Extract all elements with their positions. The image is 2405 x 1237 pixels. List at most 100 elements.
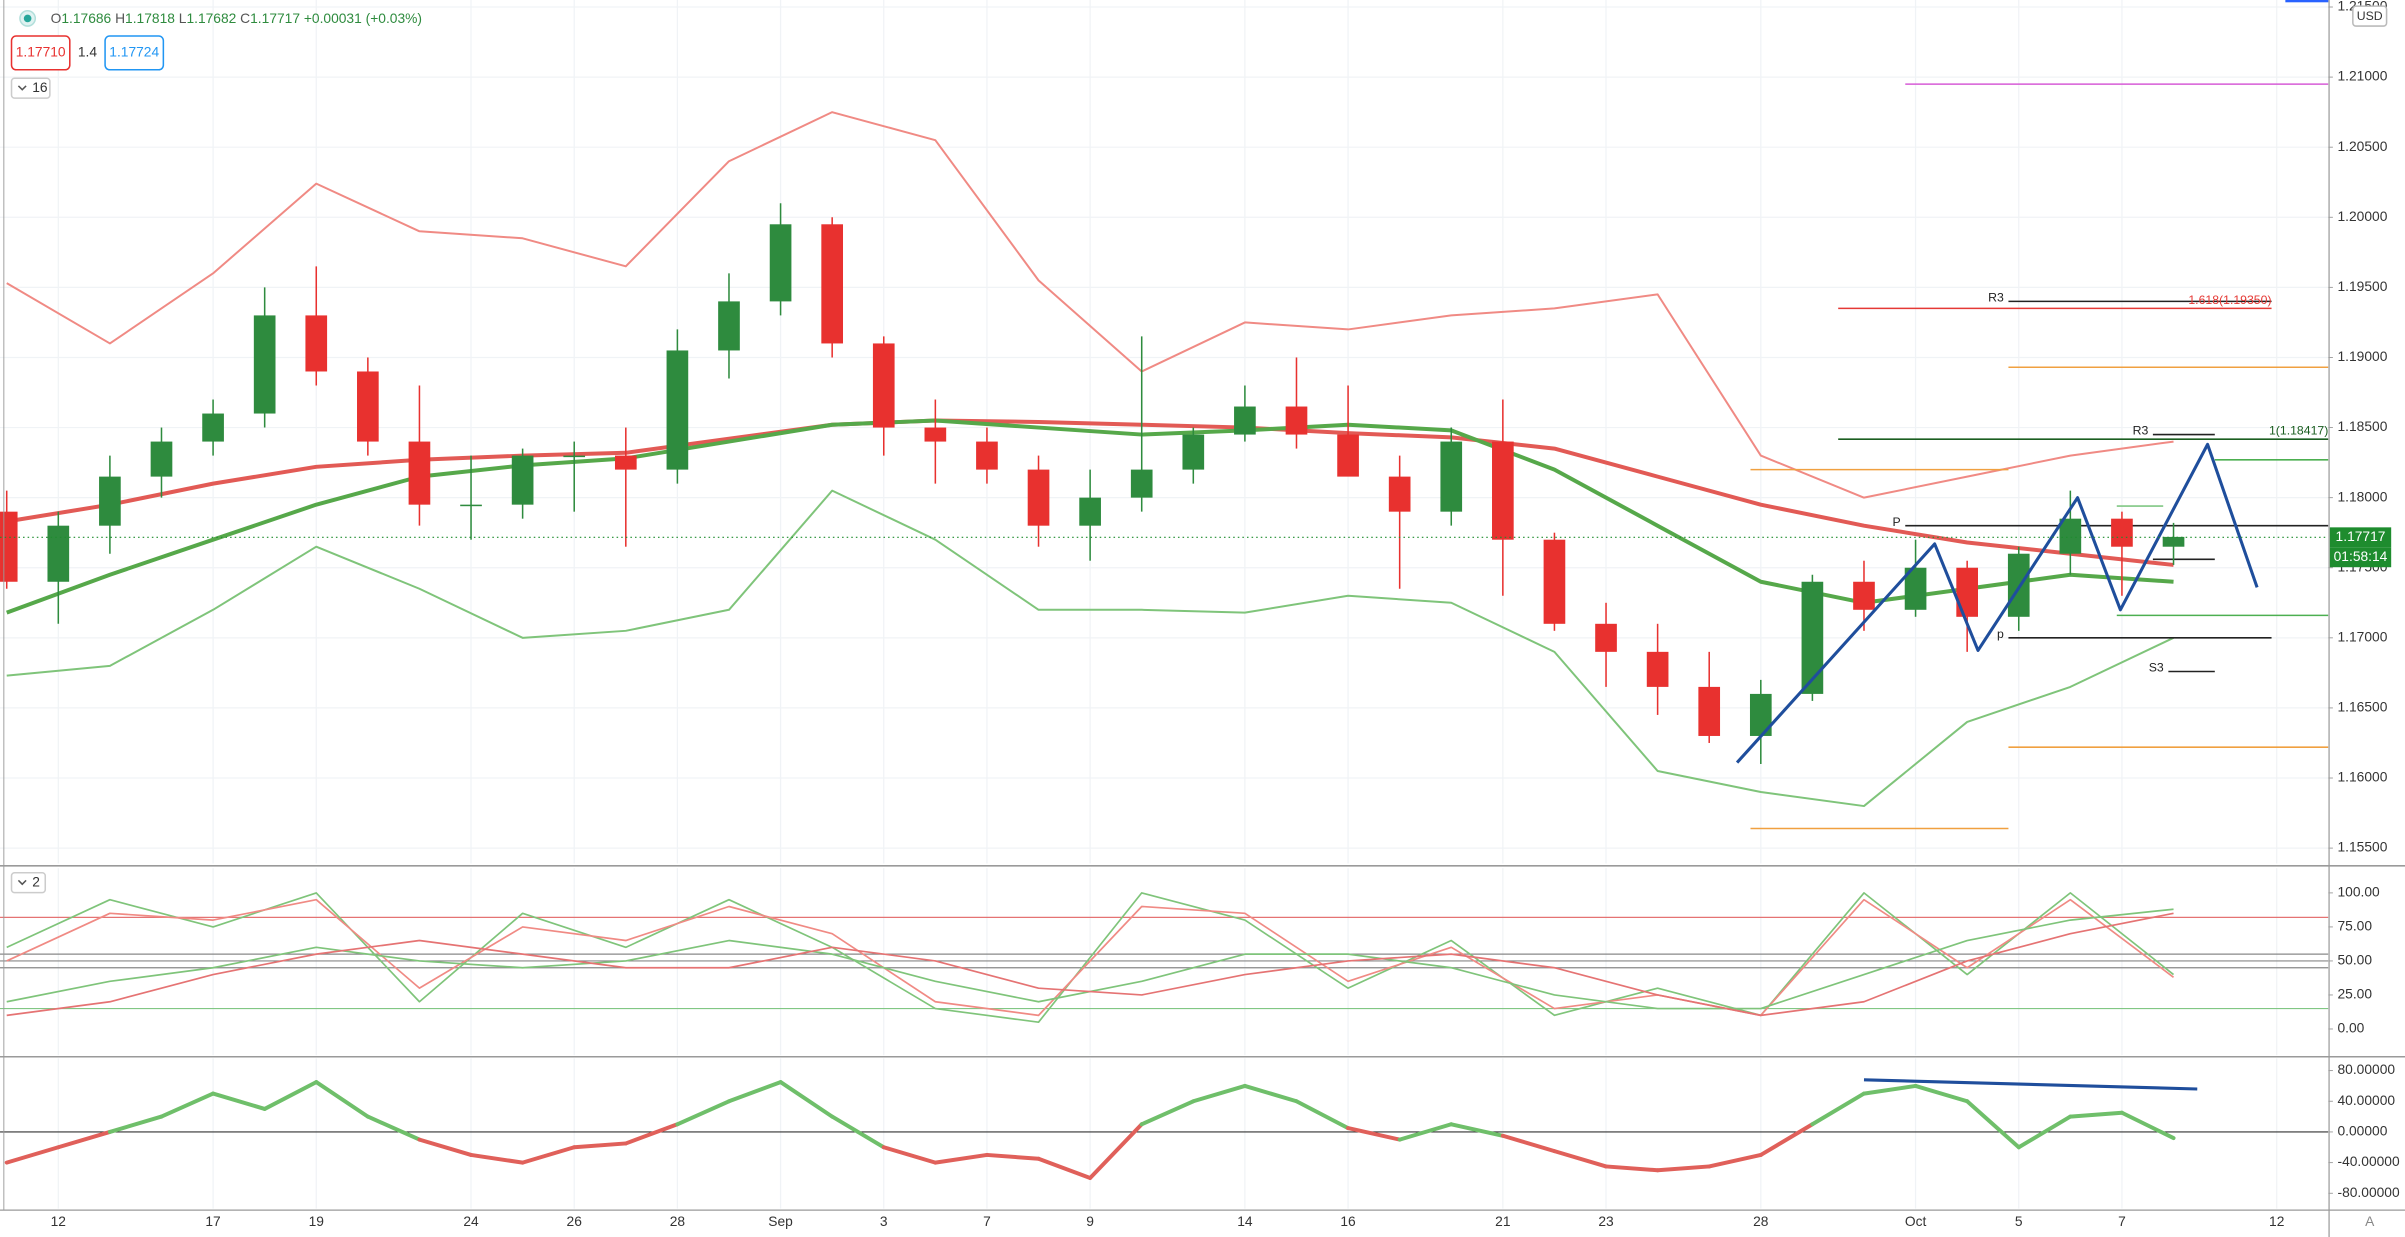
oscillator-segment: [1604, 1164, 1660, 1173]
x-tick-label: 5: [2015, 1214, 2023, 1229]
y-tick-label: 75.00: [2338, 919, 2373, 934]
ohlc-value: 1.17686: [61, 11, 111, 26]
x-tick-label: 19: [309, 1214, 325, 1229]
sell-button[interactable]: [10, 35, 71, 71]
collapse-button[interactable]: [10, 77, 51, 99]
oscillator-segment: [881, 1145, 938, 1165]
oscillator-segment: [1861, 1083, 1918, 1096]
y-tick-label: 1.15500: [2338, 840, 2388, 855]
level-label: p: [1997, 627, 2004, 641]
x-tick-label: Sep: [768, 1214, 793, 1229]
y-tick-label: 25.00: [2338, 987, 2373, 1002]
overlay-line: [6, 489, 2174, 808]
ohlc-legend: O1.17686 H1.17818 L1.17682 C1.17717 +0.0…: [51, 11, 422, 26]
candle-body: [1027, 469, 1050, 526]
candle-body: [99, 476, 121, 526]
candle-body: [1904, 567, 1927, 610]
candle-body: [718, 301, 740, 351]
candle-body: [872, 343, 895, 428]
chevron-icon: [17, 879, 27, 886]
oscillator-segment: [417, 1137, 474, 1157]
y-tick-label: 1.20000: [2338, 209, 2388, 224]
candle-body: [1801, 581, 1824, 694]
x-tick-label: 7: [983, 1214, 991, 1229]
oscillator-segment: [1810, 1091, 1866, 1127]
axes: 121719242628Sep3791416212328Oct57121.215…: [51, 0, 2400, 1229]
y-tick-label: 1.16500: [2338, 700, 2388, 715]
oscillator-segment: [778, 1080, 835, 1119]
stochastic-line: [6, 912, 2174, 1017]
top-marker: [2285, 0, 2329, 3]
oscillator-segment: [1913, 1083, 1970, 1104]
y-tick-label: 1.18500: [2338, 419, 2388, 434]
buy-price: 1.17724: [109, 45, 159, 60]
oscillator-segment: [1707, 1152, 1763, 1169]
y-tick-label: 40.00000: [2338, 1093, 2396, 1108]
oscillator-segment: [1242, 1083, 1299, 1104]
currency: USD: [2357, 9, 2383, 23]
oscillator-segment: [2016, 1114, 2073, 1150]
y-tick-label: 0.00: [2338, 1021, 2365, 1036]
oscillator-segment: [830, 1114, 886, 1150]
level-label: 1(1.18417): [2269, 424, 2328, 438]
oscillator-segment: [1500, 1133, 1557, 1154]
x-tick-label: 12: [51, 1214, 66, 1229]
x-tick-label: 14: [1237, 1214, 1253, 1229]
countdown-tag: [2329, 547, 2392, 568]
candle-body: [769, 224, 792, 302]
oscillator-segment: [984, 1152, 1041, 1161]
candle-body: [305, 315, 328, 372]
candle-body: [0, 511, 18, 582]
y-tick-label: 1.21000: [2338, 69, 2388, 84]
candle-body: [357, 371, 379, 442]
price-pane: R3 1.618(1.19350) R3 1(1.18417) Pp S3: [0, 83, 2329, 830]
oscillator-segment: [1552, 1149, 1609, 1169]
candle-body: [2111, 518, 2133, 547]
x-tick-label: 17: [205, 1214, 220, 1229]
candle-body: [1130, 469, 1153, 498]
ohlc-key: C: [240, 11, 250, 26]
y-tick-label: 80.00000: [2338, 1062, 2396, 1077]
candle-body: [1853, 581, 1875, 610]
oscillator-segment: [365, 1114, 422, 1142]
currency-box[interactable]: [2352, 5, 2388, 27]
level-label: 1.618(1.19350): [2188, 293, 2271, 307]
candle-body: [614, 455, 637, 470]
y-tick-label: 1.17000: [2338, 629, 2388, 644]
oscillator-segment: [262, 1080, 319, 1111]
last-price-label: 1.17717: [2336, 529, 2386, 544]
level-label: S3: [2149, 661, 2164, 675]
y-tick-label: 1.18000: [2338, 489, 2388, 504]
candle-body: [976, 441, 998, 470]
overlay-line: [6, 111, 2174, 499]
candle-body: [1492, 441, 1514, 540]
auto-scale-button[interactable]: A: [2365, 1214, 2375, 1229]
candle-body: [1646, 651, 1669, 687]
x-tick-label: 28: [1753, 1214, 1769, 1229]
countdown: 01:58:14: [2334, 549, 2388, 564]
oscillator-segment: [2068, 1110, 2124, 1119]
oscillator-segment: [2119, 1110, 2176, 1141]
candle-body: [1388, 476, 1411, 512]
symbol-status-dot: [23, 14, 32, 23]
buy-button[interactable]: [104, 35, 165, 71]
oscillator-segment: [1655, 1164, 1712, 1173]
oscillator-segment: [159, 1091, 216, 1119]
x-tick-label: 26: [567, 1214, 583, 1229]
x-tick-label: 7: [2118, 1214, 2126, 1229]
oscillator-segment: [1088, 1122, 1144, 1180]
candle-body: [460, 504, 482, 507]
ohlc-key: O: [51, 11, 62, 26]
candle-body: [408, 441, 431, 505]
y-tick-label: -80.00000: [2338, 1185, 2400, 1200]
oscillator-segment: [1758, 1122, 1815, 1157]
collapse-button[interactable]: [10, 871, 47, 894]
y-tick-label: 1.16000: [2338, 770, 2388, 785]
candle-body: [1749, 693, 1772, 736]
x-tick-label: 3: [880, 1214, 888, 1229]
oscillator-segment: [520, 1145, 577, 1165]
y-tick-label: 50.00: [2338, 953, 2373, 968]
candle-body: [1182, 434, 1205, 470]
